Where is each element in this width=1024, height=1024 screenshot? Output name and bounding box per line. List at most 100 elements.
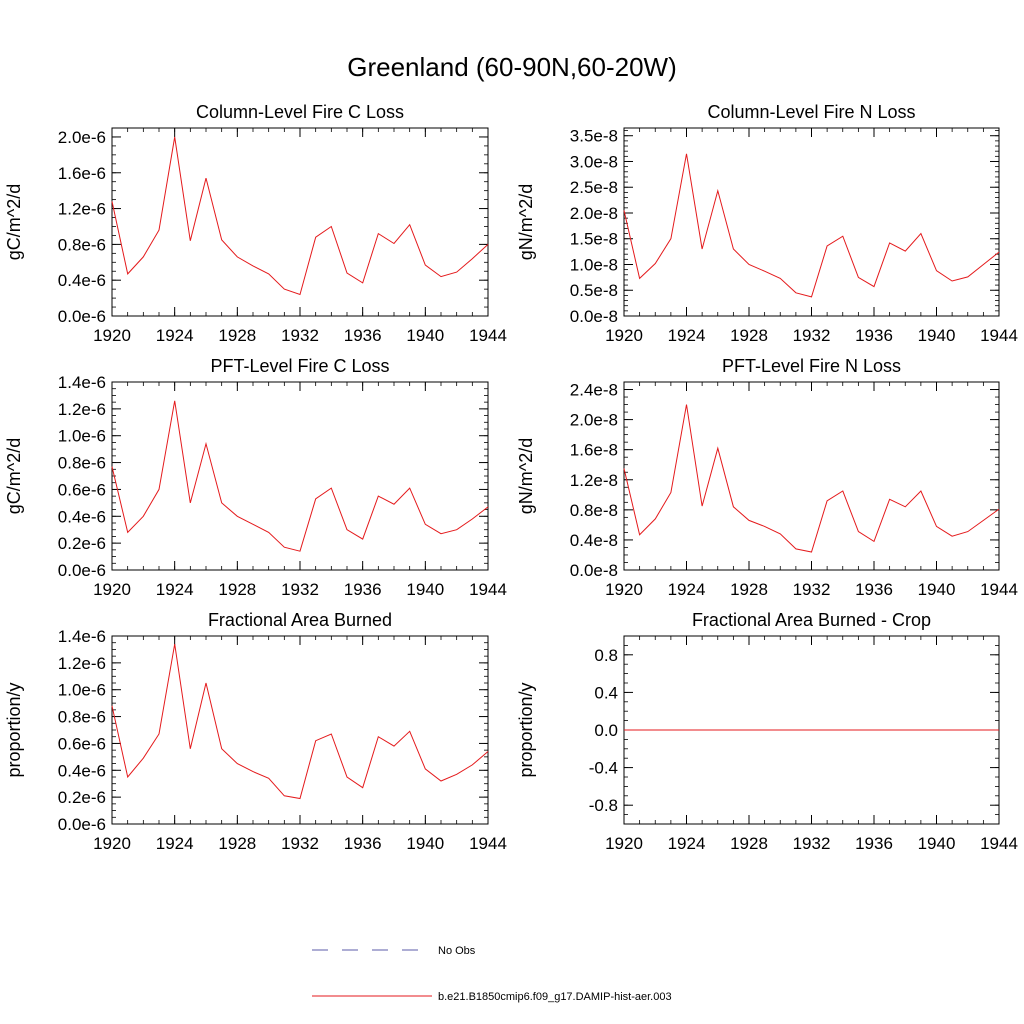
x-tick-label: 1928 <box>218 326 256 345</box>
panel-1: 0.0e-6 0.4e-6 0.8e-6 1.2e-6 1.6e-6 2.0e-6 1920… <box>4 102 507 345</box>
y-tick-label: 1.2e-6 <box>58 400 106 419</box>
panel-title: Column-Level Fire C Loss <box>196 102 404 122</box>
y-tick-label: 0.6e-6 <box>58 480 106 499</box>
y-axis-label: gN/m^2/d <box>516 438 536 514</box>
x-tick-label: 1936 <box>344 834 382 853</box>
y-tick-label: 0.0e-8 <box>570 307 618 326</box>
x-tick-label: 1944 <box>469 834 507 853</box>
x-tick-label: 1936 <box>344 326 382 345</box>
y-tick-label: 0.5e-8 <box>570 281 618 300</box>
panel-6: -0.8 -0.4 0.0 0.4 0.8 1920 1924 1928 1932 1936 194… <box>516 610 1018 853</box>
x-tick-label: 1936 <box>344 580 382 599</box>
x-tick-label: 1920 <box>93 580 131 599</box>
x-tick-label: 1940 <box>406 834 444 853</box>
panel-title: PFT-Level Fire C Loss <box>210 356 389 376</box>
x-tick-label: 1920 <box>93 326 131 345</box>
x-tick-label: 1928 <box>730 326 768 345</box>
y-tick-label: 0.8 <box>594 646 618 665</box>
plot-frame <box>623 127 1000 317</box>
y-tick-label: 0.0e-6 <box>58 561 106 580</box>
x-tick-label: 1928 <box>218 834 256 853</box>
panel-3: 0.0e-6 0.2e-6 0.4e-6 0.6e-6 0.8e-6 1.0e-6 1.2e… <box>4 356 507 599</box>
y-tick-label: 1.2e-6 <box>58 200 106 219</box>
x-tick-label: 1920 <box>605 834 643 853</box>
y-tick-label: 1.6e-6 <box>58 164 106 183</box>
y-tick-label: 2.0e-8 <box>570 411 618 430</box>
x-tick-label: 1932 <box>281 580 319 599</box>
panel-5: 0.0e-6 0.2e-6 0.4e-6 0.6e-6 0.8e-6 1.0e-6 1.2e… <box>4 610 507 853</box>
y-tick-label: 0.4e-6 <box>58 507 106 526</box>
x-tick-label: 1920 <box>93 834 131 853</box>
y-tick-label: 1.0e-6 <box>58 427 106 446</box>
x-tick-label: 1936 <box>855 580 893 599</box>
y-tick-label: 1.0e-8 <box>570 255 618 274</box>
x-tick-label: 1928 <box>730 834 768 853</box>
y-tick-label: 0.4e-6 <box>58 761 106 780</box>
series-line <box>111 644 489 800</box>
x-tick-label: 1932 <box>281 834 319 853</box>
x-tick-label: 1920 <box>605 326 643 345</box>
y-tick-label: 0.8e-6 <box>58 708 106 727</box>
y-tick-label: 2.0e-6 <box>58 128 106 147</box>
series-line <box>623 153 1000 298</box>
x-tick-label: 1940 <box>918 580 956 599</box>
x-tick-label: 1944 <box>980 580 1018 599</box>
y-tick-label: 2.0e-8 <box>570 204 618 223</box>
panel-2: 0.0e-8 0.5e-8 1.0e-8 1.5e-8 2.0e-8 2.5e-8 3.0e… <box>516 102 1018 345</box>
y-tick-label: 0.0 <box>594 721 618 740</box>
x-tick-label: 1936 <box>855 326 893 345</box>
y-tick-label: 1.4e-6 <box>58 373 106 392</box>
y-tick-label: 0.2e-6 <box>58 534 106 553</box>
x-tick-label: 1924 <box>156 580 194 599</box>
x-tick-label: 1944 <box>980 834 1018 853</box>
x-tick-label: 1924 <box>156 834 194 853</box>
y-tick-label: 0.8e-6 <box>58 454 106 473</box>
y-tick-label: 0.8e-8 <box>570 501 618 520</box>
y-tick-label: 2.4e-8 <box>570 381 618 400</box>
y-tick-label: 0.8e-6 <box>58 235 106 254</box>
y-axis-label: proportion/y <box>516 682 536 777</box>
x-tick-label: 1924 <box>668 580 706 599</box>
series-line <box>111 400 489 552</box>
y-tick-label: 1.0e-6 <box>58 681 106 700</box>
x-tick-label: 1924 <box>156 326 194 345</box>
x-tick-label: 1932 <box>793 580 831 599</box>
x-tick-label: 1924 <box>668 834 706 853</box>
y-tick-label: 0.6e-6 <box>58 734 106 753</box>
x-tick-label: 1932 <box>281 326 319 345</box>
legend-label: b.e21.B1850cmip6.f09_g17.DAMIP-hist-aer.… <box>438 991 672 1003</box>
y-tick-label: 1.2e-8 <box>570 471 618 490</box>
x-tick-label: 1928 <box>730 580 768 599</box>
x-tick-label: 1940 <box>918 834 956 853</box>
legend-label: No Obs <box>438 945 476 957</box>
x-tick-label: 1928 <box>218 580 256 599</box>
plot-frame <box>111 381 489 571</box>
legend: No Obs b.e21.B1850cmip6.f09_g17.DAMIP-his… <box>312 945 672 1003</box>
y-axis-label: gN/m^2/d <box>516 184 536 260</box>
x-tick-label: 1920 <box>605 580 643 599</box>
y-tick-label: 1.5e-8 <box>570 230 618 249</box>
panel-title: Fractional Area Burned <box>208 610 392 630</box>
series-line <box>111 136 489 296</box>
y-axis-label: proportion/y <box>4 682 24 777</box>
y-tick-label: 0.0e-6 <box>58 307 106 326</box>
y-tick-label: 1.2e-6 <box>58 654 106 673</box>
plot-frame <box>111 635 489 825</box>
x-tick-label: 1944 <box>469 580 507 599</box>
y-tick-label: 3.0e-8 <box>570 152 618 171</box>
page-title-text: Greenland (60-90N,60-20W) <box>347 52 677 82</box>
y-tick-label: 2.5e-8 <box>570 178 618 197</box>
y-tick-label: -0.4 <box>589 759 618 778</box>
x-tick-label: 1944 <box>980 326 1018 345</box>
y-tick-label: -0.8 <box>589 796 618 815</box>
x-tick-label: 1936 <box>855 834 893 853</box>
y-tick-label: 0.4e-8 <box>570 531 618 550</box>
x-tick-label: 1932 <box>793 326 831 345</box>
x-tick-label: 1940 <box>918 326 956 345</box>
panel-title: Column-Level Fire N Loss <box>707 102 915 122</box>
y-tick-label: 1.6e-8 <box>570 441 618 460</box>
y-tick-label: 0.4 <box>594 683 618 702</box>
y-tick-label: 3.5e-8 <box>570 127 618 146</box>
y-axis-label: gC/m^2/d <box>4 438 24 514</box>
